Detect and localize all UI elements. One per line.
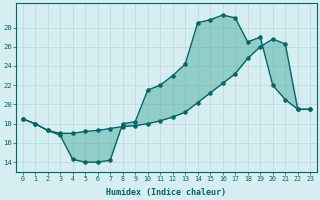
X-axis label: Humidex (Indice chaleur): Humidex (Indice chaleur): [107, 188, 227, 197]
